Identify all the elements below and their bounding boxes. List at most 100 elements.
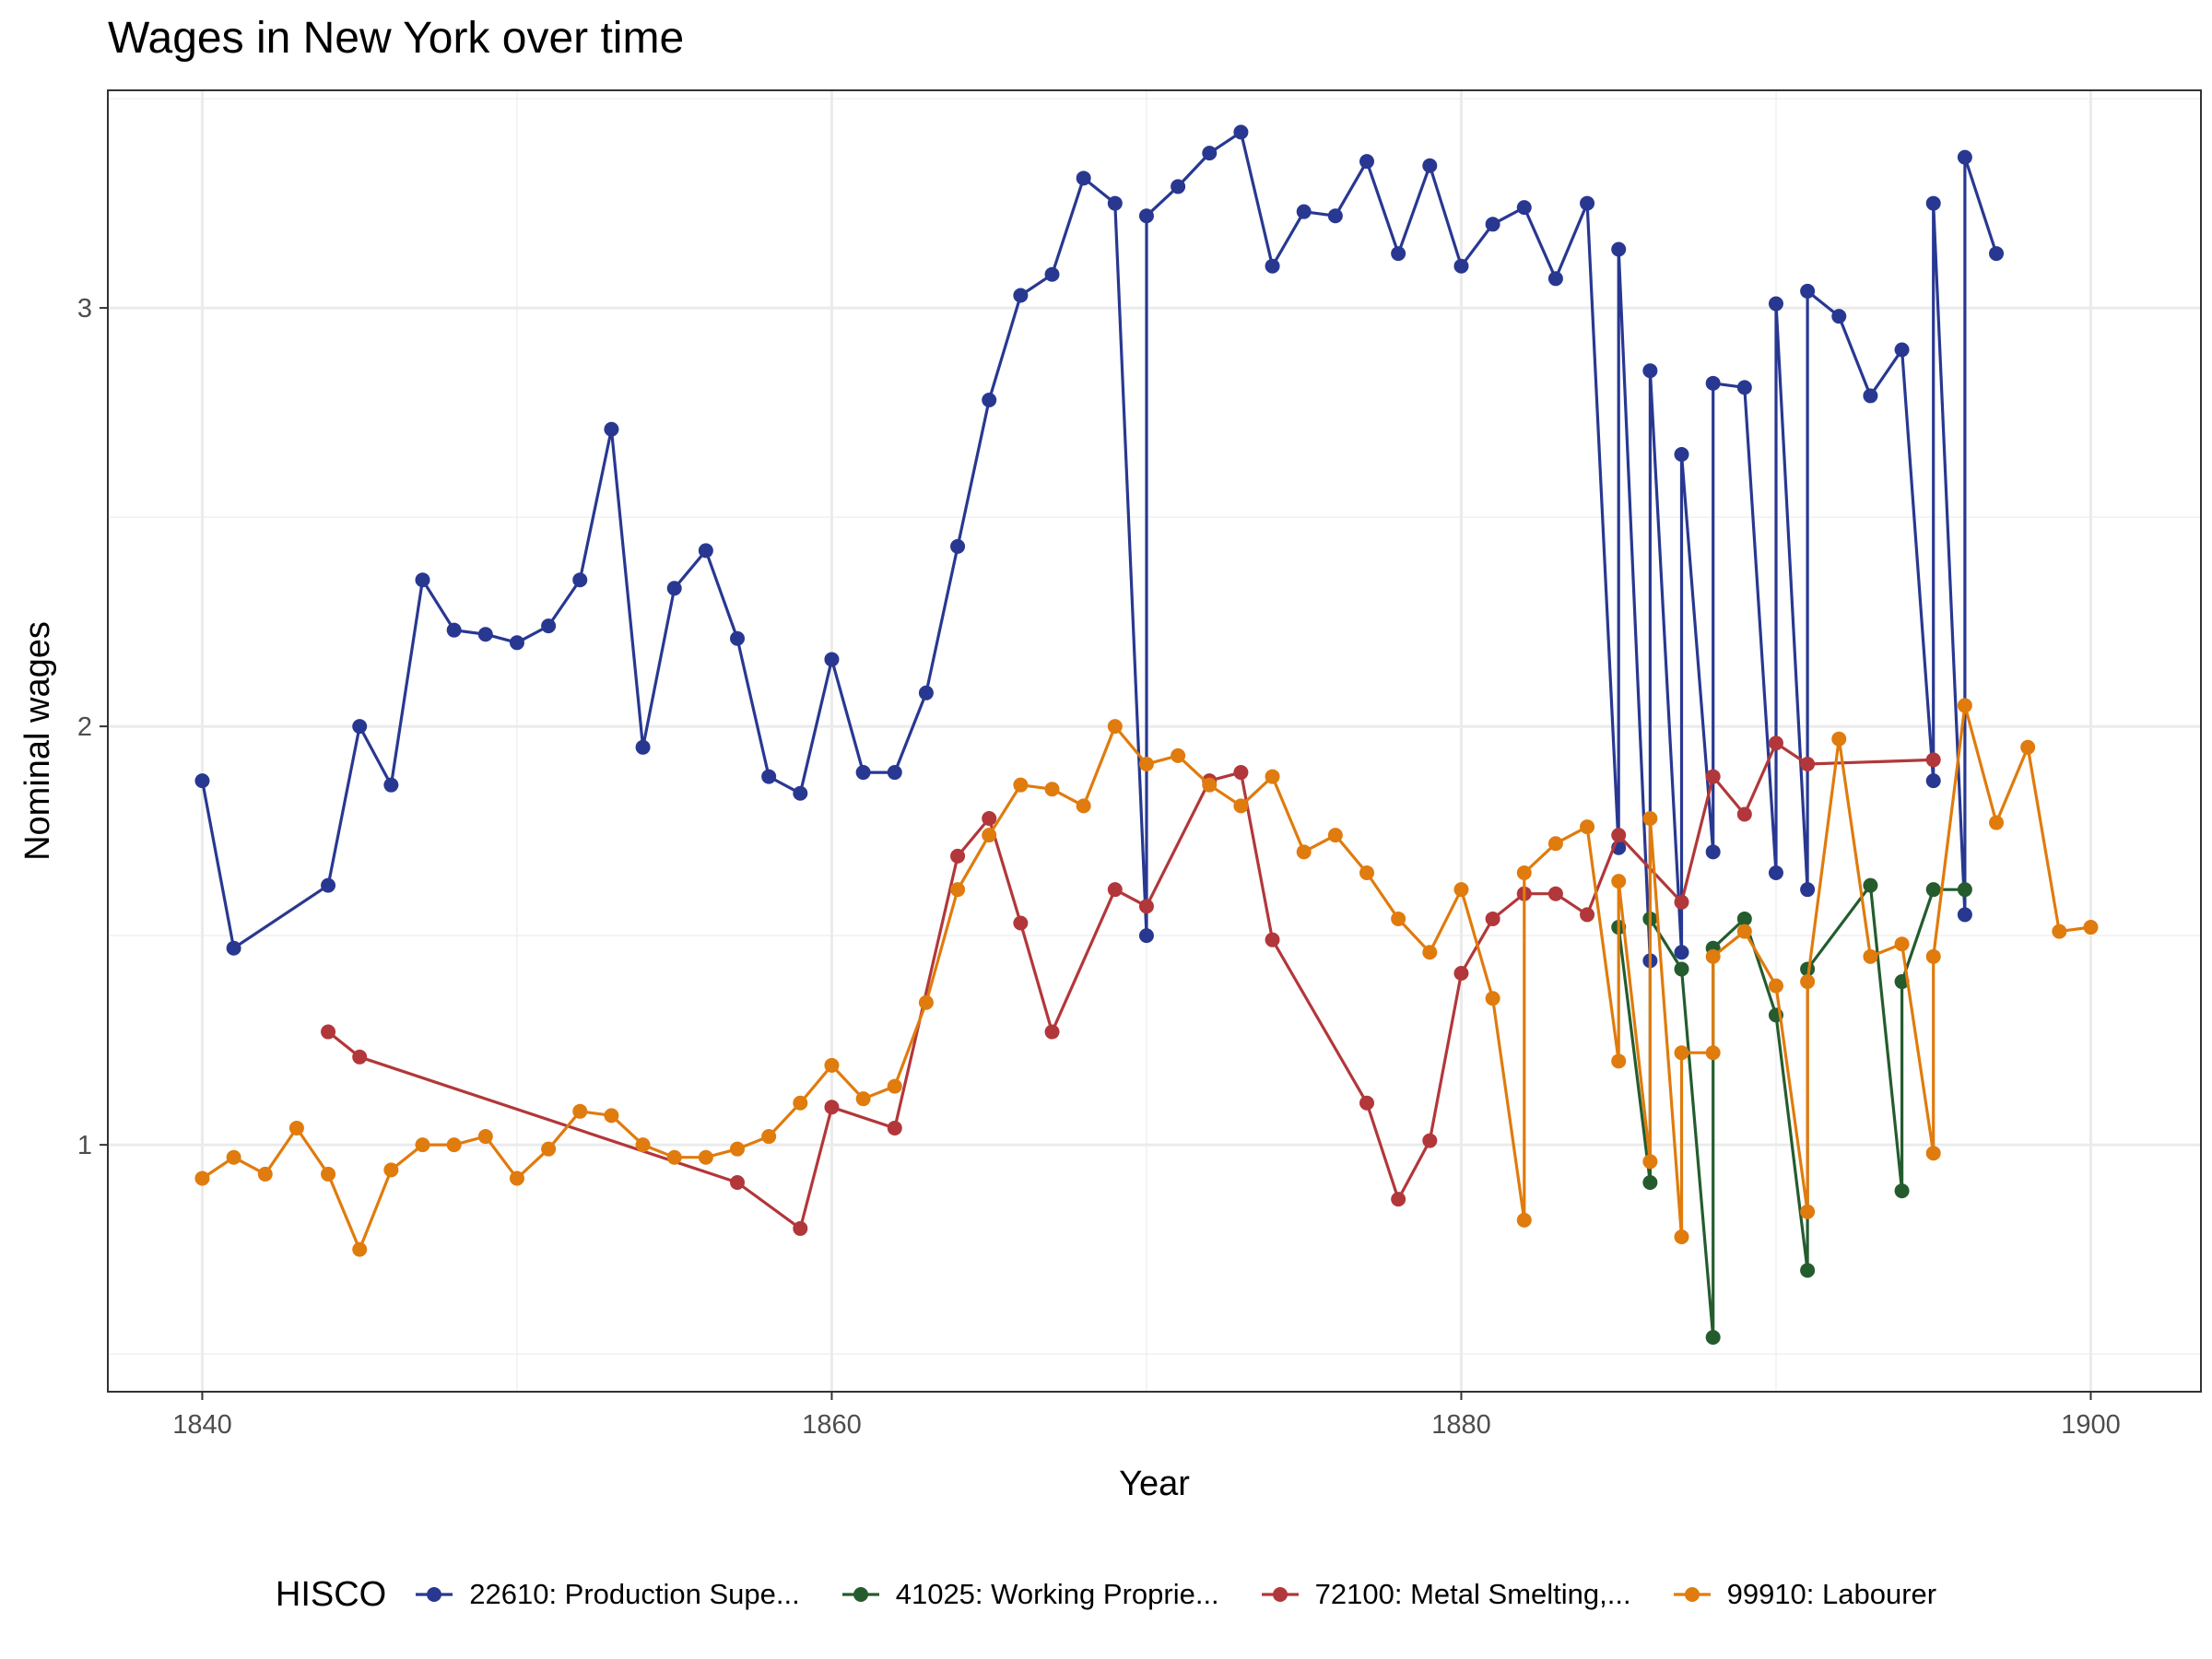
legend-label: 72100: Metal Smelting,... xyxy=(1314,1578,1631,1610)
data-point xyxy=(1485,991,1500,1006)
data-point xyxy=(1171,179,1186,194)
data-point xyxy=(1894,342,1910,358)
data-point xyxy=(1800,1263,1816,1278)
data-point xyxy=(572,1103,588,1119)
data-point xyxy=(730,1141,746,1157)
data-point xyxy=(730,1174,746,1190)
data-point xyxy=(824,1100,840,1115)
data-point xyxy=(1674,1045,1689,1061)
data-point xyxy=(321,1024,336,1040)
data-point xyxy=(1925,773,1941,789)
data-point xyxy=(1894,1183,1910,1199)
data-point xyxy=(761,769,777,784)
data-point xyxy=(824,652,840,667)
data-point xyxy=(1391,911,1406,926)
data-point xyxy=(1925,1146,1941,1161)
data-point xyxy=(666,1149,682,1165)
data-point xyxy=(352,1241,368,1257)
legend-key xyxy=(1673,1587,1711,1602)
data-point xyxy=(1107,882,1123,898)
data-point xyxy=(477,627,493,642)
data-point xyxy=(1800,961,1816,977)
series-2 xyxy=(1611,877,1972,1345)
data-point xyxy=(1453,882,1469,898)
data-point xyxy=(1013,915,1029,931)
y-tick-label: 3 xyxy=(77,294,92,324)
data-point xyxy=(1957,907,1972,923)
data-point xyxy=(1674,945,1689,960)
data-point xyxy=(1800,1204,1816,1219)
data-point xyxy=(1768,296,1783,312)
data-point xyxy=(1107,195,1123,211)
data-point xyxy=(950,848,966,864)
data-point xyxy=(257,1166,273,1182)
data-point xyxy=(1580,819,1595,835)
data-point xyxy=(730,630,746,646)
data-point xyxy=(1391,1192,1406,1207)
data-point xyxy=(793,1095,808,1111)
data-point xyxy=(698,1149,713,1165)
data-point xyxy=(288,1120,304,1135)
data-point xyxy=(1265,769,1280,784)
x-tick-label: 1860 xyxy=(802,1410,862,1440)
data-point xyxy=(1044,782,1060,797)
data-point xyxy=(1705,844,1721,860)
data-point xyxy=(635,739,651,755)
data-point xyxy=(1705,375,1721,391)
data-point xyxy=(1233,765,1249,781)
data-point xyxy=(1516,865,1532,881)
data-point xyxy=(1705,1329,1721,1345)
data-point xyxy=(1359,1095,1375,1111)
data-point xyxy=(982,392,997,407)
x-tick-label: 1840 xyxy=(172,1410,232,1440)
series-line xyxy=(201,703,2091,1252)
data-point xyxy=(1957,882,1972,898)
data-point xyxy=(1831,309,1847,324)
data-point xyxy=(446,1137,462,1153)
legend-label: 99910: Labourer xyxy=(1726,1578,1937,1610)
data-point xyxy=(1800,283,1816,299)
data-point xyxy=(1800,882,1816,898)
data-point xyxy=(1705,948,1721,964)
data-point xyxy=(415,572,430,588)
line-chart: 1840 1860 1880 1900 1 2 3 Year Nominal wages xyxy=(18,89,2202,1503)
data-point xyxy=(761,1129,777,1145)
data-point xyxy=(1453,965,1469,981)
legend-key xyxy=(841,1587,879,1602)
data-point xyxy=(855,1091,871,1107)
data-point xyxy=(1076,171,1091,186)
data-point xyxy=(1547,886,1563,901)
data-point xyxy=(1202,777,1218,793)
legend-item-1: 22610: Production Supe... xyxy=(414,1578,800,1611)
data-point xyxy=(1296,844,1312,860)
data-point xyxy=(1736,911,1752,926)
data-point xyxy=(1611,241,1627,257)
data-point xyxy=(1768,735,1783,751)
legend-key xyxy=(1261,1587,1299,1602)
data-point xyxy=(1736,806,1752,822)
data-point xyxy=(1989,246,2005,262)
data-point xyxy=(1611,1053,1627,1069)
data-point xyxy=(352,719,368,735)
data-point xyxy=(1547,271,1563,287)
data-point xyxy=(1705,769,1721,784)
chart-title: Wages in New York over time xyxy=(108,14,685,63)
data-point xyxy=(1138,899,1154,914)
legend-label: 41025: Working Proprie... xyxy=(895,1578,1219,1610)
data-point xyxy=(2020,739,2036,755)
data-point xyxy=(1736,380,1752,395)
data-point xyxy=(1044,1024,1060,1040)
data-point xyxy=(1863,877,1878,893)
data-point xyxy=(383,1162,399,1178)
series-3 xyxy=(321,735,1941,1236)
data-point xyxy=(1076,798,1091,814)
axes: 1840 1860 1880 1900 1 2 3 xyxy=(77,294,2121,1440)
series-line xyxy=(200,130,1998,962)
data-point xyxy=(1674,1230,1689,1245)
data-point xyxy=(1642,1174,1658,1190)
legend: HISCO 22610: Production Supe... 41025: Wo… xyxy=(0,1567,2212,1622)
data-point xyxy=(541,1141,557,1157)
x-axis-title: Year xyxy=(1119,1465,1190,1503)
data-point xyxy=(1138,208,1154,224)
data-point xyxy=(226,1149,241,1165)
